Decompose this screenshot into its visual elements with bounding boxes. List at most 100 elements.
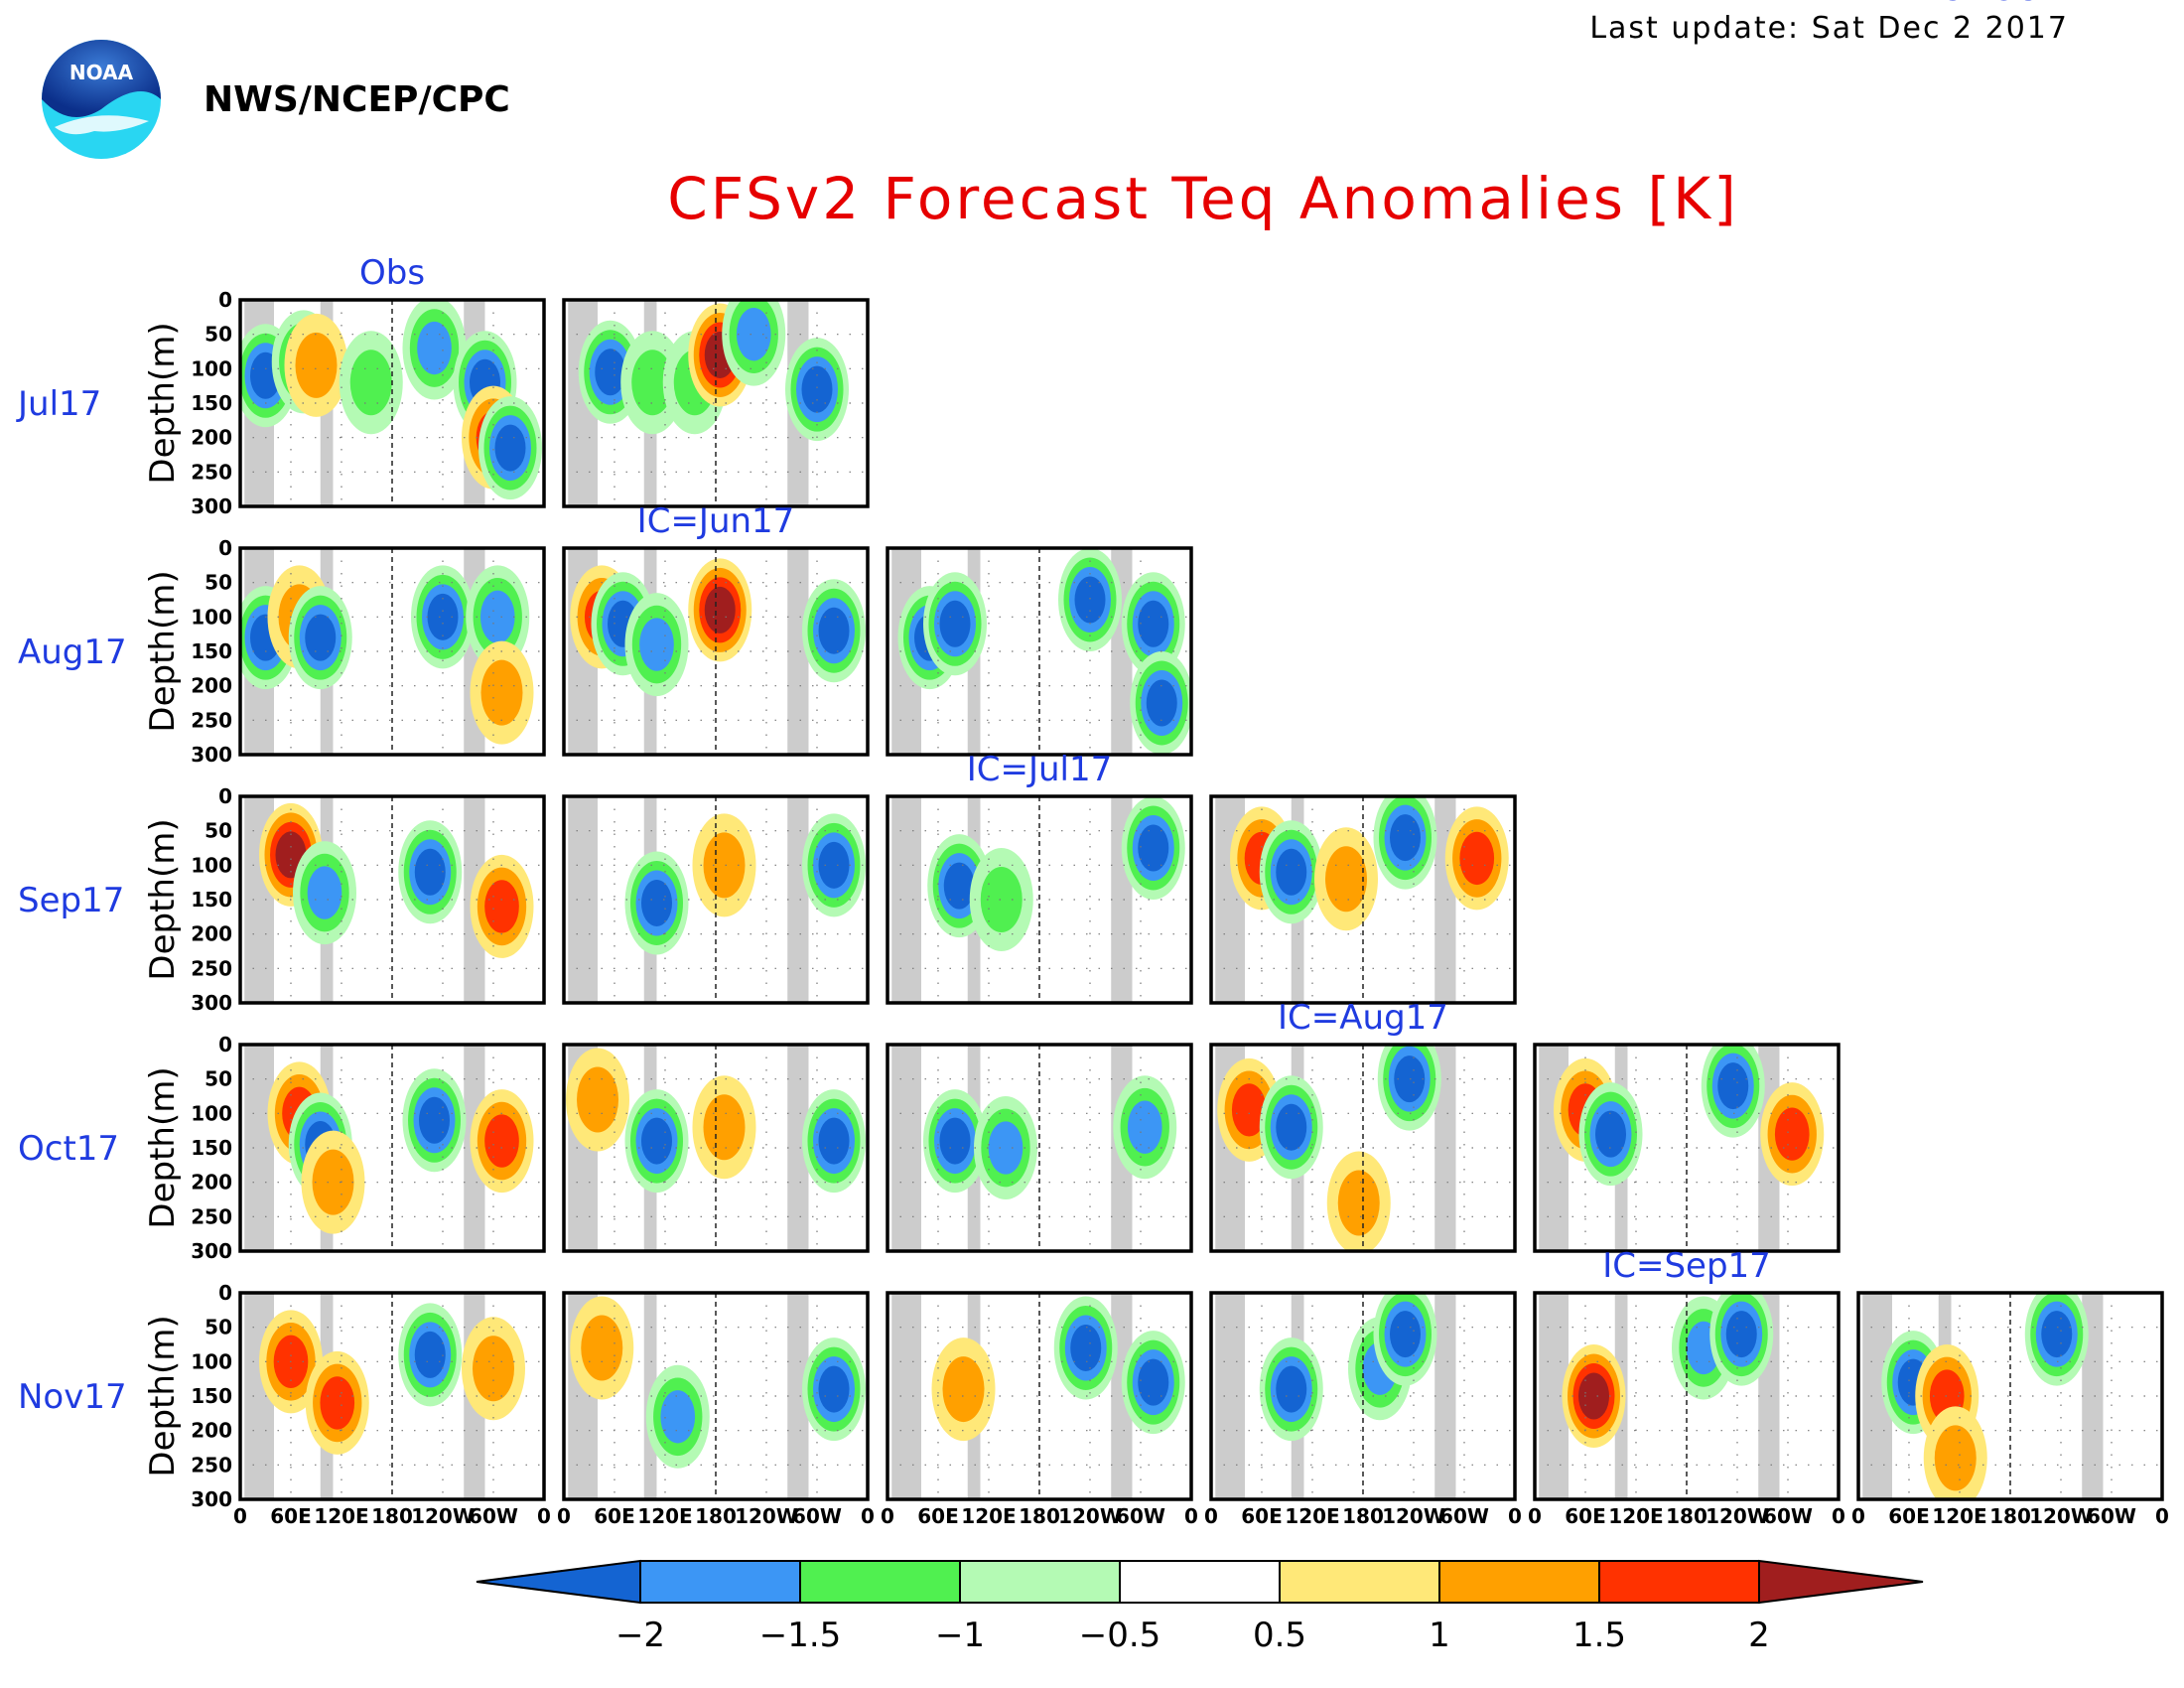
anomaly-contour (736, 308, 771, 361)
land-mask (1215, 1293, 1245, 1499)
panel-frame (1209, 1043, 1517, 1253)
x-tick-label: 180 (1666, 1504, 1707, 1528)
anomaly-contour (1231, 1083, 1267, 1137)
x-tick-label: 60E (594, 1504, 635, 1528)
panel-frame (1209, 1291, 1517, 1501)
x-tick-label: 0 (233, 1504, 247, 1528)
y-tick-label: 50 (205, 323, 232, 347)
anomaly-contour (818, 841, 850, 889)
anomaly-contour (1138, 824, 1169, 872)
panel-Aug17-2 (886, 546, 1193, 757)
anomaly-contour (1146, 679, 1177, 727)
panel-Aug17-0 (238, 546, 546, 757)
x-tick-label: 180 (1989, 1504, 2031, 1528)
anomaly-contour (349, 350, 392, 416)
anomaly-contour (484, 1114, 519, 1168)
panel-frame (238, 794, 546, 1005)
panel-frame (1856, 1291, 2164, 1501)
y-tick-label: 250 (191, 708, 232, 732)
colorbar-swatch (959, 1560, 1121, 1604)
y-tick-label: 50 (205, 819, 232, 843)
y-axis-label: Depth(m) (143, 1066, 183, 1228)
panel-Oct17-4 (1533, 1043, 1841, 1253)
anomaly-contour (1276, 1365, 1307, 1413)
y-tick-label: 200 (191, 1171, 232, 1195)
noaa-logo-text: NOAA (69, 61, 134, 84)
anomaly-contour (419, 1096, 450, 1144)
panel-frame (886, 1291, 1193, 1501)
agency-text: NWS/NCEP/CPC (204, 79, 510, 120)
y-tick-label: 200 (191, 426, 232, 450)
anomaly-contour (1578, 1372, 1609, 1420)
anomaly-contour (581, 1315, 623, 1381)
x-tick-label: 60E (270, 1504, 312, 1528)
panel-Oct17-2 (886, 1043, 1193, 1253)
land-mask (891, 1045, 921, 1251)
x-tick-label: 60W (1116, 1504, 1165, 1528)
y-tick-label: 50 (205, 1067, 232, 1091)
anomaly-contour (414, 1331, 446, 1378)
anomaly-contour (1390, 814, 1421, 862)
x-tick-label: 60W (792, 1504, 842, 1528)
x-tick-label: 180 (371, 1504, 413, 1528)
x-tick-label: 60E (1241, 1504, 1283, 1528)
panel-Aug17-1 (562, 546, 870, 757)
colorbar-tick-label: −2 (615, 1616, 665, 1655)
land-mask (787, 548, 809, 755)
panel-frame (238, 298, 546, 508)
land-mask (891, 1293, 921, 1499)
anomaly-contour (980, 867, 1023, 932)
x-tick-label: 120E (637, 1504, 692, 1528)
panel-Oct17-0 (238, 1043, 546, 1253)
anomaly-contour (2041, 1311, 2073, 1358)
x-tick-label: 0 (537, 1504, 551, 1528)
anomaly-contour (988, 1121, 1024, 1175)
x-tick-label: 60E (1888, 1504, 1930, 1528)
anomaly-contour (479, 590, 515, 643)
anomaly-contour (1074, 576, 1106, 624)
anomaly-contour (1717, 1062, 1749, 1110)
anomaly-contour (1934, 1425, 1977, 1491)
colorbar-high-arrow (1758, 1559, 1924, 1605)
y-tick-label: 300 (191, 1487, 232, 1511)
colorbar-swatch (639, 1560, 801, 1604)
y-tick-label: 250 (191, 956, 232, 980)
x-tick-label: 120W (735, 1504, 798, 1528)
x-tick-label: 120E (1285, 1504, 1339, 1528)
y-tick-label: 150 (191, 888, 232, 912)
anomaly-contour (484, 880, 519, 933)
column-title: IC=Aug17 (1278, 998, 1448, 1038)
land-mask (568, 796, 598, 1003)
y-tick-label: 100 (191, 1101, 232, 1125)
anomaly-contour (1595, 1110, 1626, 1158)
y-tick-label: 200 (191, 922, 232, 946)
x-tick-label: 60E (1565, 1504, 1606, 1528)
y-tick-label: 150 (191, 1136, 232, 1160)
land-mask (891, 796, 921, 1003)
column-title: IC=Jun17 (637, 501, 795, 541)
panel-frame (1533, 1043, 1841, 1253)
x-tick-label: 120W (2029, 1504, 2093, 1528)
colorbar-tick-label: 1 (1429, 1616, 1450, 1655)
panel-frame (562, 794, 870, 1005)
land-mask (244, 1045, 274, 1251)
panel-frame (562, 546, 870, 757)
anomaly-contour (312, 1149, 354, 1215)
y-tick-label: 200 (191, 674, 232, 698)
colorbar-swatch (1279, 1560, 1440, 1604)
y-tick-label: 100 (191, 853, 232, 877)
x-tick-label: 0 (1528, 1504, 1542, 1528)
panel-frame (1533, 1291, 1841, 1501)
panel-Nov17-5 (1856, 1291, 2164, 1501)
y-tick-label: 150 (191, 639, 232, 663)
x-tick-label: 120W (1382, 1504, 1445, 1528)
panel-Jul17-1 (562, 298, 870, 508)
x-tick-label: 120W (411, 1504, 475, 1528)
colorbar-tick-label: 0.5 (1253, 1616, 1306, 1655)
y-tick-label: 300 (191, 494, 232, 518)
x-tick-label: 60W (2087, 1504, 2136, 1528)
y-tick-label: 0 (218, 288, 232, 312)
anomaly-contour (307, 866, 342, 919)
panel-Sep17-0 (238, 794, 546, 1005)
panel-Nov17-1 (562, 1291, 870, 1501)
